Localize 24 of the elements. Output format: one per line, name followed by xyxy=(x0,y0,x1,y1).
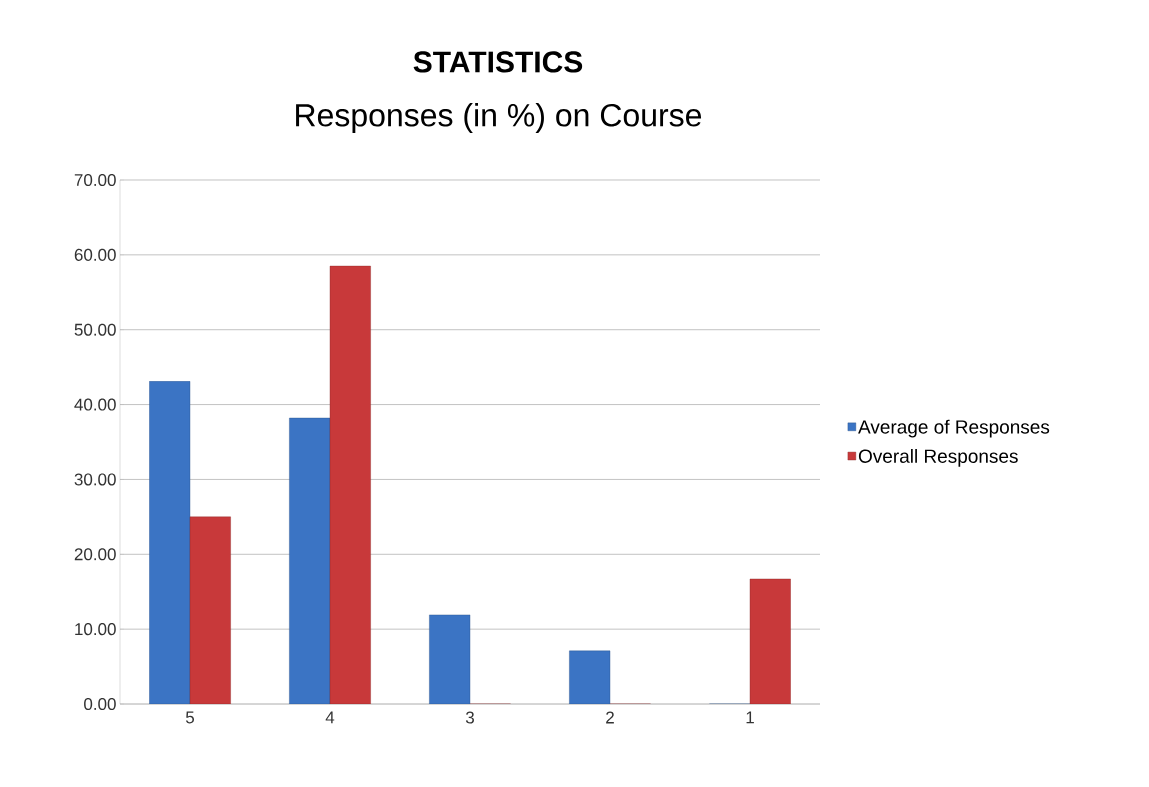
chart-subtitle: Responses (in %) on Course xyxy=(296,103,702,133)
x-tick-label: 5 xyxy=(185,711,195,724)
legend-label: Overall Responses xyxy=(858,448,1018,467)
x-tick-label: 4 xyxy=(325,711,335,724)
y-tick-label: 20.00 xyxy=(74,548,116,561)
x-tick-label: 2 xyxy=(606,711,614,724)
x-tick-label: 3 xyxy=(465,711,474,724)
bar xyxy=(749,578,791,704)
chart-title: STATISTICS xyxy=(413,51,583,73)
y-tick-label: 70.00 xyxy=(74,173,116,187)
y-tick-label: 50.00 xyxy=(74,323,116,336)
bar xyxy=(329,265,371,704)
legend-label: Average of Responses xyxy=(858,419,1050,438)
bar xyxy=(429,614,471,704)
y-tick-label: 60.00 xyxy=(74,248,116,261)
bar xyxy=(149,381,191,704)
x-tick-label: 1 xyxy=(746,711,754,724)
bar xyxy=(289,417,331,704)
bar xyxy=(189,516,231,704)
y-tick-label: 0.00 xyxy=(84,697,116,711)
y-tick-label: 30.00 xyxy=(74,473,116,486)
y-tick-label: 10.00 xyxy=(75,623,116,636)
y-tick-label: 40.00 xyxy=(74,398,116,411)
bar xyxy=(569,650,611,704)
